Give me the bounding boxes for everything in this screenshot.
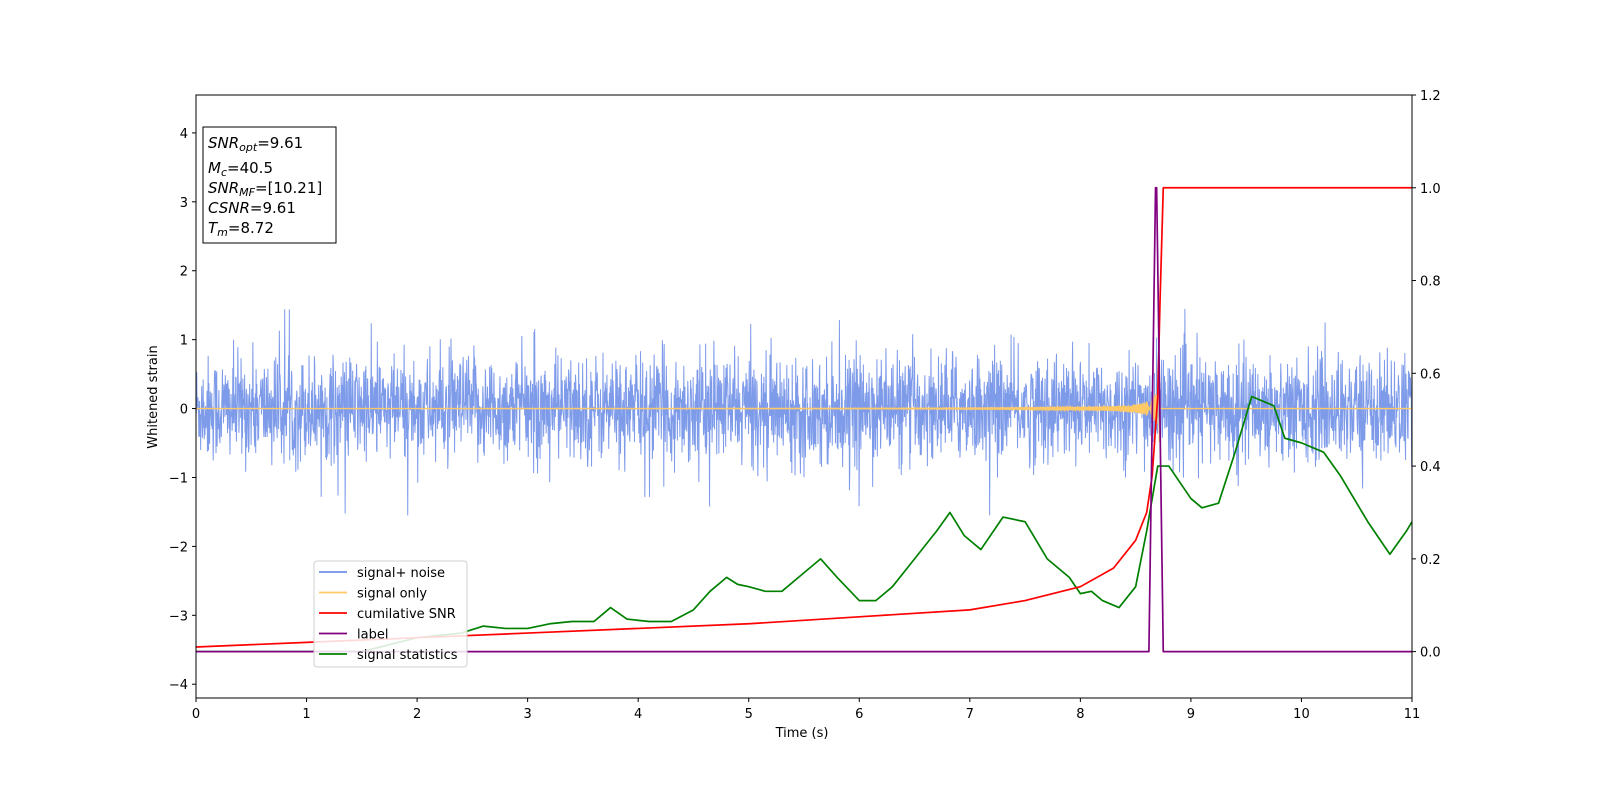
y-right-tick-label: 1.2 bbox=[1420, 89, 1441, 104]
x-tick-label: 10 bbox=[1293, 707, 1310, 722]
y-axis-right: 1.2 1.0 0.8 0.6 0.4 0.2 0.0 bbox=[1412, 89, 1441, 661]
info-line: CSNR=9.61 bbox=[208, 199, 296, 217]
y-right-tick-label: 0.6 bbox=[1420, 367, 1441, 382]
x-tick-label: 4 bbox=[634, 707, 642, 722]
info-line: Tm=8.72 bbox=[208, 219, 274, 239]
x-tick-label: 3 bbox=[523, 707, 531, 722]
info-symbol: SNR bbox=[208, 179, 239, 197]
plot-frame bbox=[195, 94, 1413, 699]
x-tick-label: 2 bbox=[413, 707, 421, 722]
y-left-tick-label: 4 bbox=[180, 127, 188, 142]
info-value: =40.5 bbox=[227, 159, 273, 177]
y-right-tick-label: 0.4 bbox=[1420, 460, 1441, 475]
y-axis-left: 4 3 2 1 0 −1 −2 −3 −4 bbox=[169, 127, 196, 693]
series-signal-statistics bbox=[196, 395, 1412, 653]
y-left-tick-label: −1 bbox=[169, 471, 188, 486]
info-subscript: opt bbox=[239, 141, 258, 154]
y-right-tick-label: 0.2 bbox=[1420, 553, 1441, 568]
series-signal-noise bbox=[196, 308, 1412, 516]
info-symbol: T bbox=[208, 219, 219, 237]
legend-label: label bbox=[357, 628, 388, 643]
y-right-tick-label: 0.0 bbox=[1420, 646, 1441, 661]
x-tick-label: 5 bbox=[745, 707, 753, 722]
series-layer bbox=[196, 186, 1412, 653]
info-box: SNRopt=9.61Mc=40.5SNRMF=[10.21]CSNR=9.61… bbox=[202, 126, 337, 244]
info-symbol: CSNR bbox=[208, 199, 250, 217]
info-line: Mc=40.5 bbox=[208, 159, 273, 179]
legend-label: signal+ noise bbox=[357, 566, 445, 581]
info-value: =[10.21] bbox=[255, 179, 322, 197]
x-tick-label: 9 bbox=[1187, 707, 1195, 722]
info-subscript: MF bbox=[239, 186, 255, 199]
y-left-tick-label: −4 bbox=[169, 678, 188, 693]
legend-frame bbox=[313, 560, 468, 668]
y-left-tick-label: −3 bbox=[169, 609, 188, 624]
x-tick-label: 1 bbox=[302, 707, 310, 722]
info-line: SNRMF=[10.21] bbox=[208, 179, 322, 199]
series-label bbox=[196, 186, 1412, 653]
info-symbol: M bbox=[208, 159, 221, 177]
x-tick-label: 11 bbox=[1404, 707, 1421, 722]
info-value: =9.61 bbox=[250, 199, 296, 217]
y-axis-label: Whitened strain bbox=[146, 345, 161, 448]
info-subscript: m bbox=[217, 226, 228, 239]
y-right-tick-label: 1.0 bbox=[1420, 182, 1441, 197]
legend-label: signal statistics bbox=[357, 648, 458, 663]
info-value: =8.72 bbox=[228, 219, 274, 237]
x-tick-label: 0 bbox=[192, 707, 200, 722]
y-left-tick-label: −2 bbox=[169, 540, 188, 555]
info-box-frame bbox=[202, 126, 337, 244]
x-tick-label: 8 bbox=[1076, 707, 1084, 722]
x-axis-label: Time (s) bbox=[775, 726, 829, 741]
info-line: SNRopt=9.61 bbox=[208, 134, 303, 154]
legend-label: signal only bbox=[357, 587, 427, 602]
series-cumulative-snr bbox=[196, 186, 1412, 648]
x-tick-label: 6 bbox=[855, 707, 863, 722]
y-left-tick-label: 1 bbox=[180, 334, 188, 349]
y-left-tick-label: 2 bbox=[180, 265, 188, 280]
legend: signal+ noise signal only cumilative SNR la… bbox=[313, 560, 468, 668]
x-axis: 0 1 2 3 4 5 6 7 8 9 10 11 bbox=[192, 698, 1420, 722]
info-value: =9.61 bbox=[257, 134, 303, 152]
x-tick-label: 7 bbox=[966, 707, 974, 722]
y-left-tick-label: 0 bbox=[180, 403, 188, 418]
y-left-tick-label: 3 bbox=[180, 196, 188, 211]
info-subscript: c bbox=[221, 166, 227, 179]
info-symbol: SNR bbox=[208, 134, 239, 152]
legend-label: cumilative SNR bbox=[357, 607, 456, 622]
y-right-tick-label: 0.8 bbox=[1420, 275, 1441, 290]
series-signal-only bbox=[196, 382, 1412, 443]
